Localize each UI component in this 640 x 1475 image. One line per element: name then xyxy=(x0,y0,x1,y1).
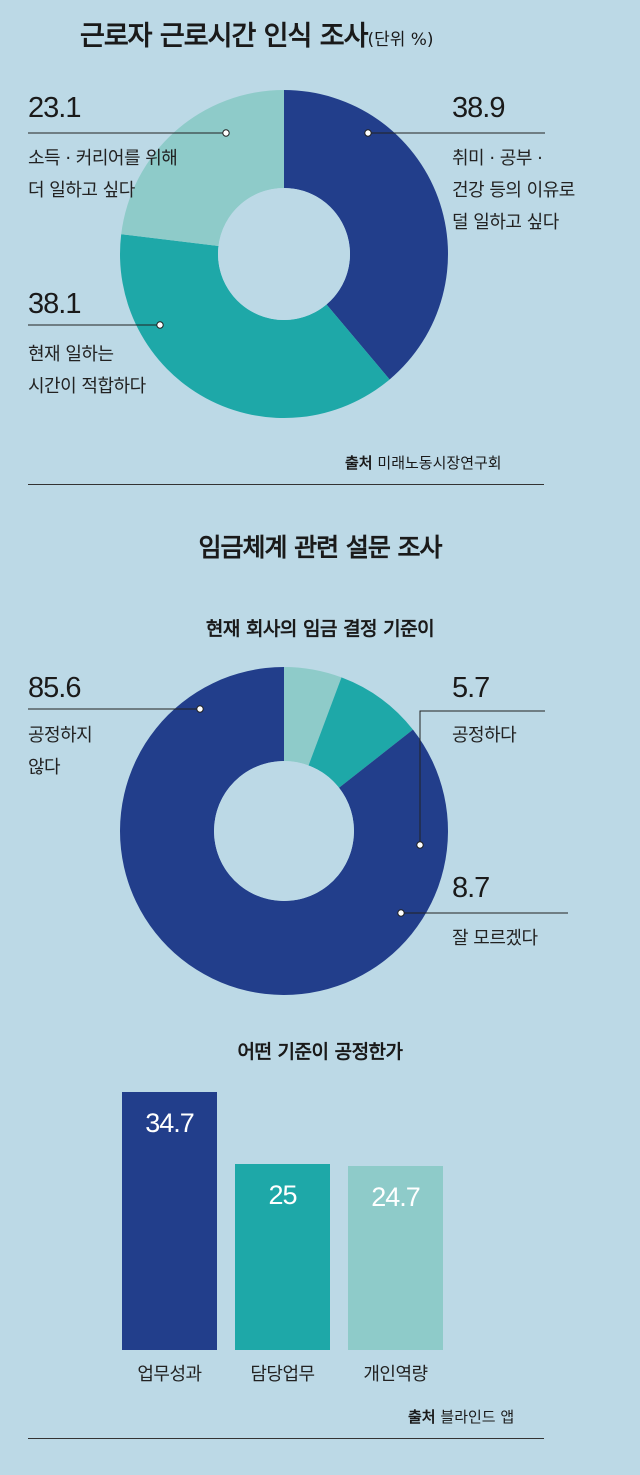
donut2-leader-dot-0 xyxy=(416,841,424,849)
donut2-label-1: 잘 모르겠다 xyxy=(452,923,538,955)
source-prefix-2: 출처 xyxy=(408,1408,436,1426)
bar-chart-title: 어떤 기준이 공정한가 xyxy=(237,1041,403,1063)
donut1-value-1: 38.1 xyxy=(28,288,81,320)
bar-category-label-0: 업무성과 xyxy=(137,1364,202,1385)
donut1-slice-1 xyxy=(120,234,390,418)
survey2-title: 임금체계 관련 설문 조사 xyxy=(198,533,442,562)
donut2-value-1: 8.7 xyxy=(452,872,490,904)
bar-value-label-1: 25 xyxy=(268,1180,297,1211)
source-name-1: 미래노동시장연구회 xyxy=(377,454,502,472)
donut2-label-line: 않다 xyxy=(28,757,61,778)
donut2-slice-2 xyxy=(119,666,449,995)
donut2-slice-1 xyxy=(308,677,413,788)
bar-0 xyxy=(122,1092,217,1350)
survey1-unit: (단위 %) xyxy=(367,30,434,50)
survey1-title: 근로자 근로시간 인식 조사(단위 %) xyxy=(80,14,434,53)
donut2-hole xyxy=(214,761,354,901)
donut2-value-0: 5.7 xyxy=(452,672,490,704)
donut2-leader-dot-2 xyxy=(196,705,204,713)
bar-2 xyxy=(348,1166,443,1350)
bar-value-label-2: 24.7 xyxy=(371,1182,421,1213)
donut2-leader-line-0 xyxy=(419,710,545,845)
donut1-slice-2 xyxy=(121,90,285,247)
donut1-value-2: 23.1 xyxy=(28,92,81,124)
donut2-label-0: 공정하다 xyxy=(452,720,517,752)
source-prefix-1: 출처 xyxy=(345,454,373,472)
donut1-label-line: 더 일하고 싶다 xyxy=(28,180,135,201)
survey1-title-text: 근로자 근로시간 인식 조사 xyxy=(80,21,368,52)
donut1-label-line: 소득 · 커리어를 위해 xyxy=(28,148,178,169)
bar-category-label-1: 담당업무 xyxy=(250,1364,315,1385)
donut2-title: 현재 회사의 임금 결정 기준이 xyxy=(205,618,435,640)
divider-2 xyxy=(28,1438,544,1439)
donut1-label-line: 취미 · 공부 · xyxy=(452,148,543,169)
survey1-source: 출처 미래노동시장연구회 xyxy=(345,452,502,473)
divider-1 xyxy=(28,484,544,485)
donut2-label-line: 공정하다 xyxy=(452,725,517,746)
donut1-label-line: 덜 일하고 싶다 xyxy=(452,212,559,233)
donut2-slice-0 xyxy=(284,667,342,766)
donut1-leader-dot-0 xyxy=(364,129,372,137)
donut1-slice-0 xyxy=(284,90,448,380)
donut1-hole xyxy=(218,188,350,320)
donut1-value-0: 38.9 xyxy=(452,92,505,124)
donut1-label-line: 현재 일하는 xyxy=(28,344,114,365)
bar-category-label-2: 개인역량 xyxy=(363,1364,428,1385)
bar-value-label-0: 34.7 xyxy=(145,1108,195,1139)
donut1-leader-dot-1 xyxy=(156,321,164,329)
donut1-label-line: 건강 등의 이유로 xyxy=(452,180,575,201)
source-name-2: 블라인드 앱 xyxy=(440,1408,515,1426)
donut2-leader-dot-1 xyxy=(397,909,405,917)
donut2-label-line: 잘 모르겠다 xyxy=(452,928,538,949)
donut1-leader-dot-2 xyxy=(222,129,230,137)
survey2-source: 출처 블라인드 앱 xyxy=(408,1406,514,1427)
donut2-label-line: 공정하지 xyxy=(28,725,93,746)
donut2-value-2: 85.6 xyxy=(28,672,81,704)
donut1-label-line: 시간이 적합하다 xyxy=(28,376,146,397)
bar-1 xyxy=(235,1164,330,1350)
